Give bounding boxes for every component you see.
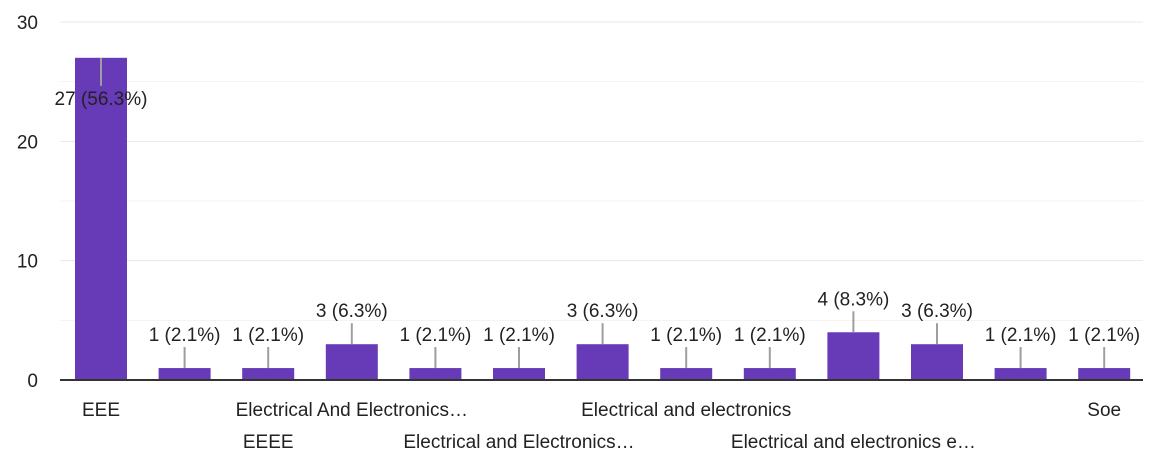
data-label: 3 (6.3%) (901, 301, 973, 322)
bar (1078, 368, 1131, 380)
x-tick-label: Electrical and Electronics… (403, 432, 634, 453)
data-label: 1 (2.1%) (232, 325, 304, 346)
bar (158, 368, 211, 380)
x-tick-label: Electrical and electronics (581, 400, 791, 421)
data-label: 27 (56.3%) (55, 89, 148, 110)
data-label: 3 (6.3%) (316, 301, 388, 322)
x-tick-label: Electrical And Electronics… (236, 400, 468, 421)
data-label: 1 (2.1%) (149, 325, 221, 346)
bar (493, 368, 545, 380)
bar (743, 368, 796, 380)
y-tick-label: 10 (17, 252, 38, 273)
bar (75, 57, 127, 381)
data-label: 4 (8.3%) (817, 289, 889, 310)
x-tick-label: EEEE (243, 432, 294, 453)
bar (827, 332, 880, 380)
bar (409, 368, 462, 380)
y-tick-label: 20 (17, 132, 38, 153)
y-tick-label: 0 (27, 371, 38, 392)
x-tick-label: Soe (1087, 400, 1121, 421)
bar (911, 344, 963, 380)
data-label: 1 (2.1%) (1068, 325, 1140, 346)
data-label: 3 (6.3%) (567, 301, 639, 322)
bar (576, 344, 629, 380)
bar (242, 368, 295, 380)
data-label: 1 (2.1%) (650, 325, 722, 346)
y-tick-label: 30 (17, 13, 38, 34)
data-label: 1 (2.1%) (399, 325, 471, 346)
data-label: 1 (2.1%) (734, 325, 806, 346)
x-tick-label: Electrical and electronics e… (731, 432, 976, 453)
data-label: 1 (2.1%) (483, 325, 555, 346)
data-label: 1 (2.1%) (985, 325, 1057, 346)
bar (660, 368, 713, 380)
x-tick-label: EEE (82, 400, 120, 421)
bar (994, 368, 1047, 380)
bar (325, 344, 378, 380)
